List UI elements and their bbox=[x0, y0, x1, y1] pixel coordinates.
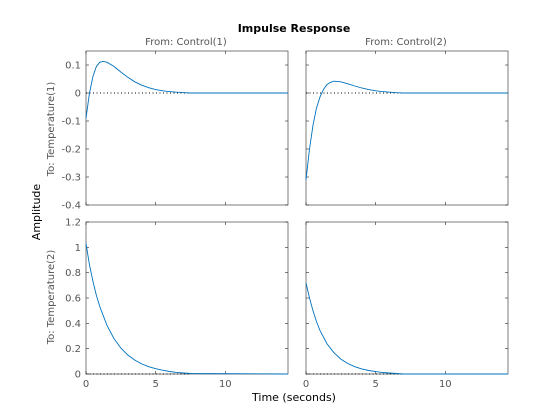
y-tick-label-r2c1-4: 0.8 bbox=[65, 268, 81, 279]
x-tick-label-r2c2-2: 10 bbox=[439, 379, 452, 390]
axes-box-r2c2 bbox=[305, 221, 509, 375]
y-tick-label-r2c1-2: 0.4 bbox=[65, 319, 81, 330]
response-line-r2c2 bbox=[305, 282, 508, 375]
row-title-2: To: Temperature(2) bbox=[46, 250, 57, 346]
y-tick-label-r1c1-4: 0 bbox=[75, 89, 81, 100]
x-tick-label-r2c1-2: 10 bbox=[219, 379, 232, 390]
x-tick-label-r2c1-1: 5 bbox=[152, 379, 158, 390]
column-title-2: From: Control(2) bbox=[365, 37, 447, 48]
y-tick-label-r2c1-5: 1 bbox=[75, 243, 81, 254]
axes-box-r2c1 bbox=[85, 221, 289, 375]
subplot-grid: -0.4 -0.3 -0.2 -0.1 0 0.1 0 0.2 0.4 0.6 0.8 1 1.2 0 5 1… bbox=[61, 50, 509, 390]
x-tick-label-r2c2-1: 5 bbox=[372, 379, 378, 390]
y-tick-label-r2c1-1: 0.2 bbox=[65, 344, 81, 355]
response-line-r1c1 bbox=[85, 60, 288, 119]
y-tick-label-r2c1-3: 0.6 bbox=[65, 294, 81, 305]
column-title-1: From: Control(1) bbox=[145, 37, 227, 48]
response-line-r1c2 bbox=[305, 80, 508, 180]
y-tick-label-r1c1-2: -0.2 bbox=[61, 145, 81, 156]
y-tick-label-r1c1-5: 0.1 bbox=[65, 61, 81, 72]
row-title-1: To: Temperature(1) bbox=[46, 82, 57, 178]
chart-title: Impulse Response bbox=[238, 22, 351, 35]
x-tick-label-r2c2-0: 0 bbox=[303, 379, 309, 390]
x-tick-label-r2c1-0: 0 bbox=[83, 379, 89, 390]
x-axis-label: Time (seconds) bbox=[251, 391, 336, 404]
y-axis-label: Amplitude bbox=[30, 184, 43, 241]
y-tick-label-r1c1-1: -0.3 bbox=[61, 173, 81, 184]
response-line-r2c1 bbox=[85, 243, 289, 375]
y-tick-label-r2c1-6: 1.2 bbox=[65, 218, 81, 229]
axes-box-r1c1 bbox=[85, 50, 289, 206]
y-tick-label-r2c1-0: 0 bbox=[75, 370, 81, 381]
y-tick-label-r1c1-3: -0.1 bbox=[61, 117, 81, 128]
y-tick-label-r1c1-0: -0.4 bbox=[61, 201, 81, 212]
axes-box-r1c2 bbox=[305, 50, 509, 206]
